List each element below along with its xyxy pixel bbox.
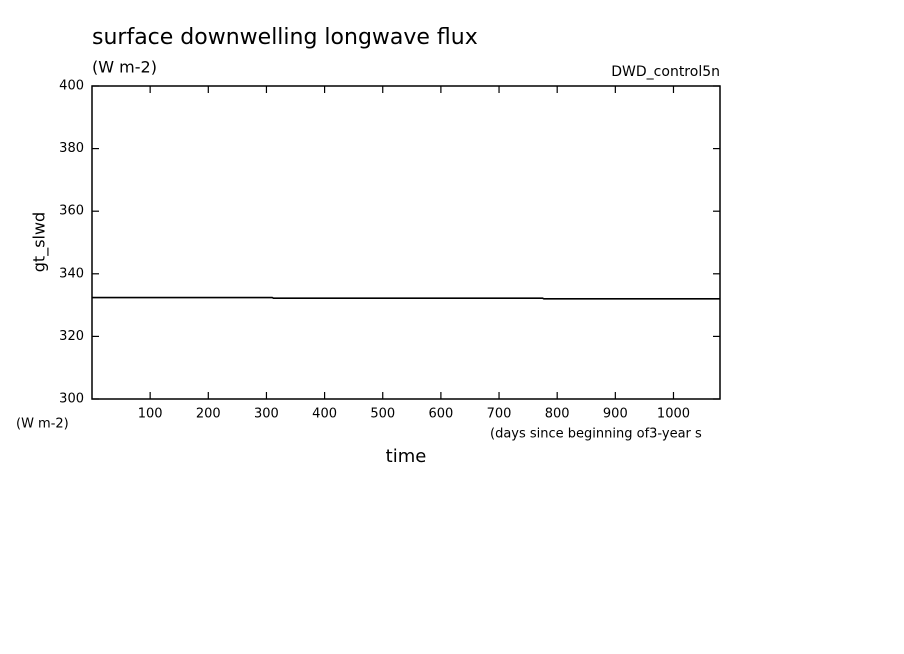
x-tick-label: 200 [196,407,221,422]
x-units: (days since beginning of3-year s [490,427,702,442]
x-tick-label: 700 [487,407,512,422]
annotation: DWD_control5n [611,64,720,80]
y-tick-label: 300 [59,392,84,407]
x-tick-label: 600 [428,407,453,422]
y-tick-label: 340 [59,266,84,281]
x-tick-label: 800 [545,407,570,422]
chart-subtitle: (W m-2) [92,58,157,77]
y-tick-label: 320 [59,329,84,344]
plot-frame [91,85,721,400]
y-units: (W m-2) [16,417,69,432]
x-tick-label: 100 [138,407,163,422]
y-tick-label: 360 [59,204,84,219]
line-series [92,296,720,300]
x-axis-label: time [386,446,427,467]
x-tick-label: 1000 [657,407,690,422]
x-tick-label: 500 [370,407,395,422]
x-tick-label: 900 [603,407,628,422]
y-axis-label: gt_slwd [30,212,50,272]
y-tick-label: 380 [59,141,84,156]
y-tick-label: 400 [59,79,84,94]
chart-title: surface downwelling longwave flux [92,25,478,50]
x-tick-label: 400 [312,407,337,422]
x-tick-label: 300 [254,407,279,422]
